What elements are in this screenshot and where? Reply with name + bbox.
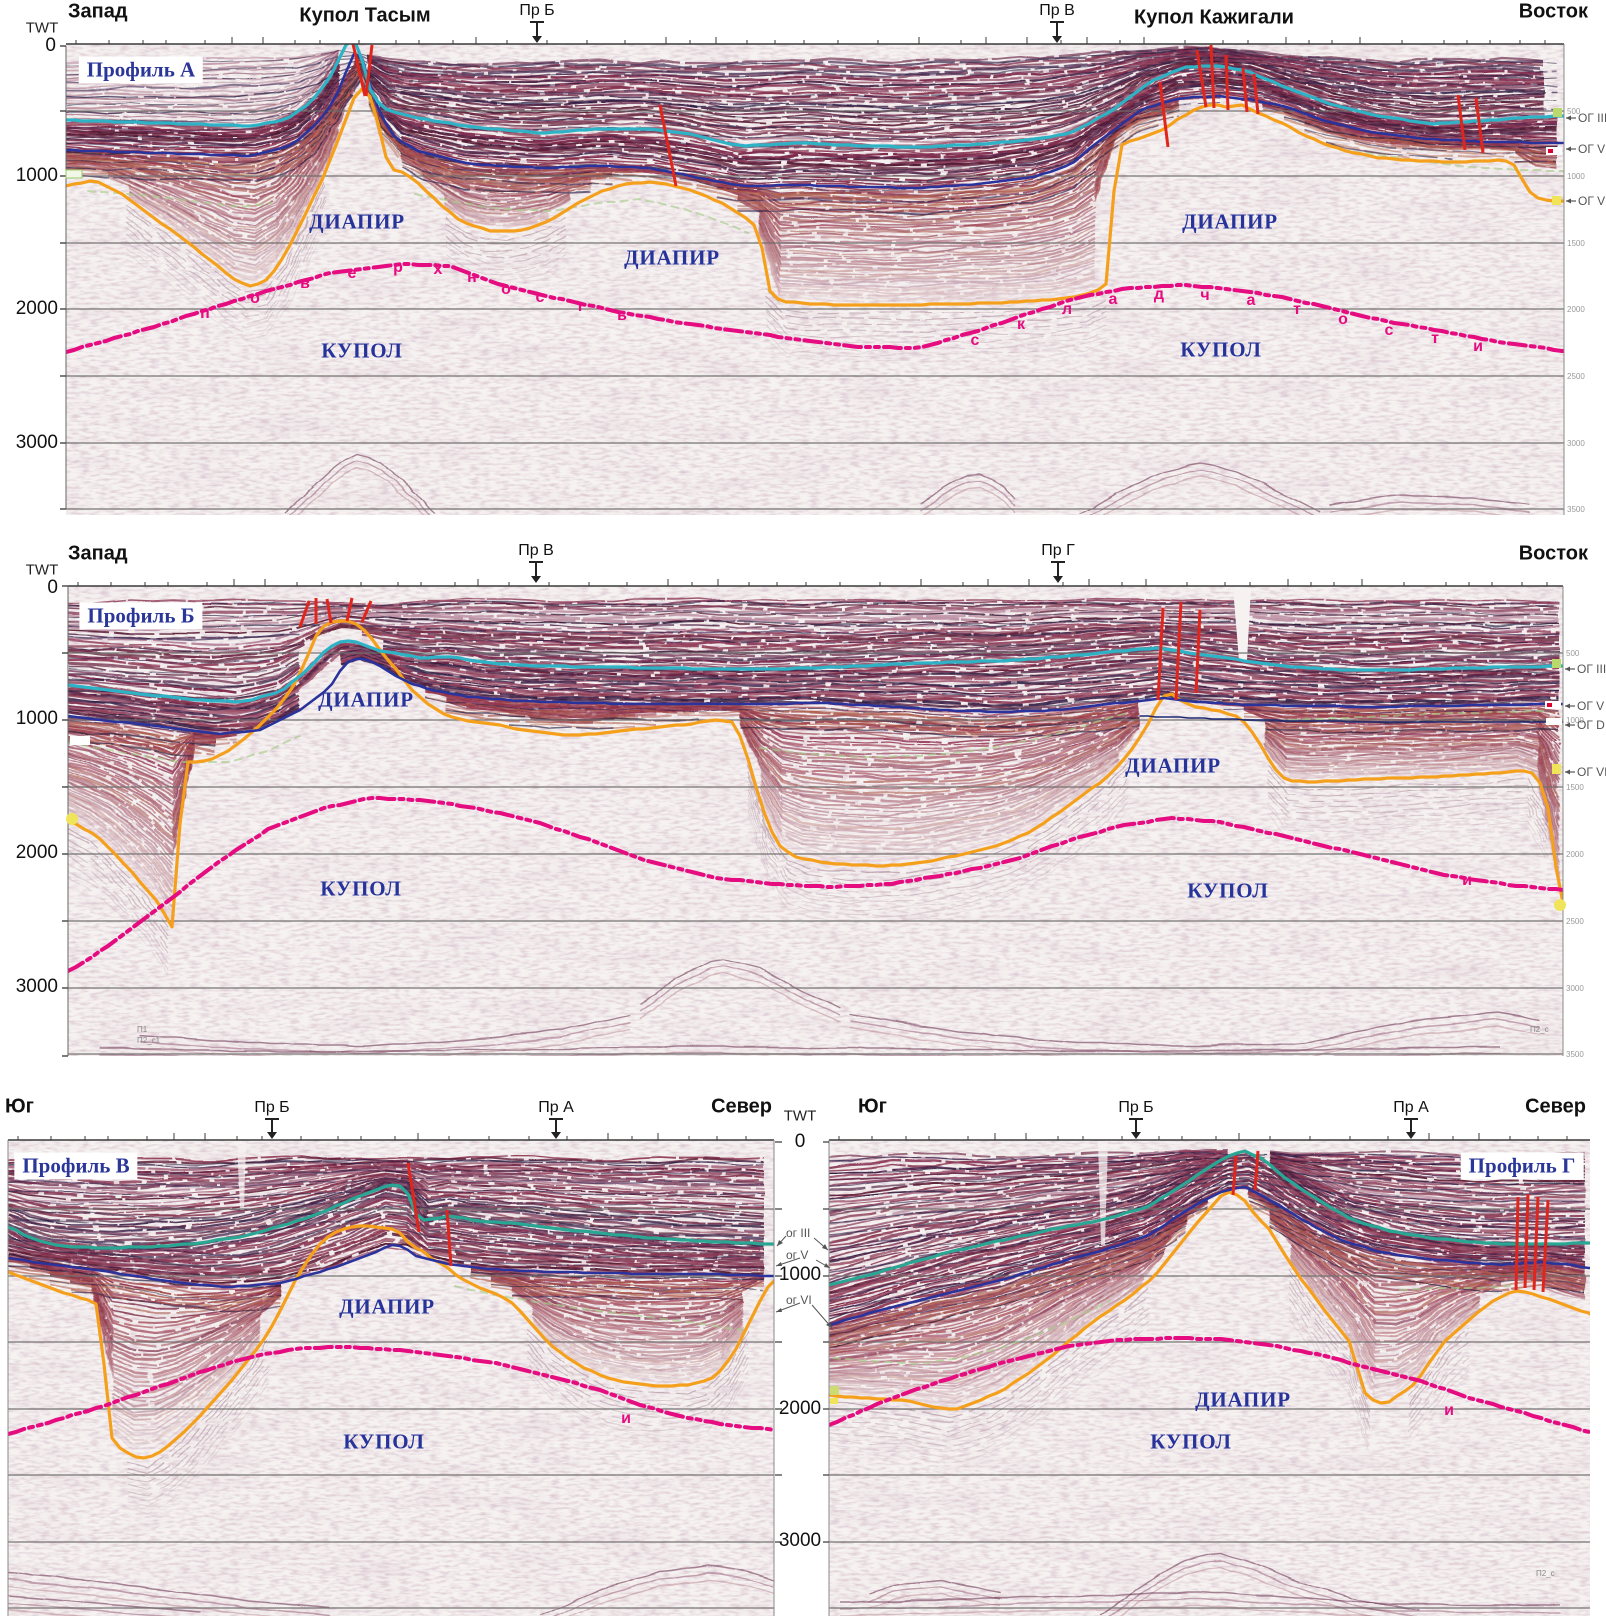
svg-text:1000: 1000 xyxy=(1567,172,1585,181)
svg-text:3000: 3000 xyxy=(1566,984,1584,993)
svg-text:3500: 3500 xyxy=(1567,505,1585,514)
svg-text:3500: 3500 xyxy=(1566,1050,1584,1059)
svg-text:2500: 2500 xyxy=(1566,917,1584,926)
svg-text:П2_с: П2_с xyxy=(1536,1569,1555,1578)
svg-text:1500: 1500 xyxy=(1566,783,1584,792)
svg-text:2000: 2000 xyxy=(1566,850,1584,859)
svg-text:1500: 1500 xyxy=(1567,239,1585,248)
svg-text:2000: 2000 xyxy=(1567,305,1585,314)
svg-text:500: 500 xyxy=(1566,649,1580,658)
svg-text:П1: П1 xyxy=(137,1025,148,1034)
svg-text:П2_с: П2_с xyxy=(1530,1025,1549,1034)
svg-text:500: 500 xyxy=(1567,107,1581,116)
svg-text:3000: 3000 xyxy=(1567,439,1585,448)
svg-text:2500: 2500 xyxy=(1567,372,1585,381)
svg-text:П2_с1: П2_с1 xyxy=(137,1036,161,1045)
svg-text:1000: 1000 xyxy=(1566,716,1584,725)
